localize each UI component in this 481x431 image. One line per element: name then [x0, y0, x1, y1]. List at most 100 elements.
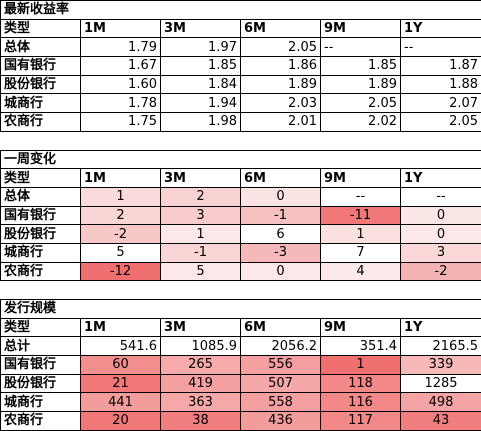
value-cell: 5 — [81, 243, 161, 262]
value-cell: 1.94 — [161, 94, 241, 113]
value-cell: 436 — [241, 412, 321, 431]
value-cell: 3 — [401, 243, 481, 262]
value-cell: 1.85 — [321, 57, 401, 76]
row-label: 总体 — [1, 187, 81, 206]
value-cell: 1.79 — [81, 38, 161, 57]
value-cell: 541.6 — [81, 337, 161, 356]
row-label: 总计 — [1, 337, 81, 356]
value-cell: 1.87 — [401, 57, 481, 76]
column-header: 3M — [161, 169, 241, 188]
column-header: 1Y — [401, 19, 481, 38]
column-header: 1M — [81, 169, 161, 188]
value-cell: 2.03 — [241, 94, 321, 113]
value-cell: -- — [401, 187, 481, 206]
blank-row — [1, 131, 481, 150]
column-header: 1M — [81, 318, 161, 337]
value-cell: 363 — [161, 393, 241, 412]
value-cell: 5 — [161, 262, 241, 281]
row-label: 农商行 — [1, 412, 81, 431]
value-cell: 558 — [241, 393, 321, 412]
value-cell: 2165.5 — [401, 337, 481, 356]
row-label: 国有银行 — [1, 57, 81, 76]
row-label: 城商行 — [1, 243, 81, 262]
value-cell: 265 — [161, 356, 241, 375]
value-cell: 0 — [401, 225, 481, 244]
value-cell: 4 — [321, 262, 401, 281]
value-cell: 1.86 — [241, 57, 321, 76]
value-cell: 2.01 — [241, 113, 321, 132]
value-cell: -- — [321, 38, 401, 57]
row-label: 股份银行 — [1, 374, 81, 393]
value-cell: 2056.2 — [241, 337, 321, 356]
value-cell: 2.07 — [401, 94, 481, 113]
value-cell: 20 — [81, 412, 161, 431]
value-cell: 7 — [321, 243, 401, 262]
value-cell: 117 — [321, 412, 401, 431]
value-cell: 1085.9 — [161, 337, 241, 356]
value-cell: 1285 — [401, 374, 481, 393]
row-label: 城商行 — [1, 94, 81, 113]
value-cell: -2 — [81, 225, 161, 244]
value-cell: 1.75 — [81, 113, 161, 132]
value-cell: 351.4 — [321, 337, 401, 356]
value-cell: 1.89 — [321, 75, 401, 94]
column-header: 9M — [321, 169, 401, 188]
column-header: 9M — [321, 318, 401, 337]
value-cell: 1.84 — [161, 75, 241, 94]
value-cell: 556 — [241, 356, 321, 375]
value-cell: 60 — [81, 356, 161, 375]
section-title-row: 发行规模 — [1, 300, 481, 319]
value-cell: 3 — [161, 206, 241, 225]
value-cell: 38 — [161, 412, 241, 431]
row-label: 城商行 — [1, 393, 81, 412]
section-title: 发行规模 — [1, 300, 481, 319]
blank-cell — [1, 281, 481, 300]
value-cell: 2 — [81, 206, 161, 225]
blank-cell — [1, 131, 481, 150]
value-cell: 1.89 — [241, 75, 321, 94]
column-header: 3M — [161, 318, 241, 337]
value-cell: -12 — [81, 262, 161, 281]
section-title-row: 一周变化 — [1, 150, 481, 169]
value-cell: 0 — [241, 187, 321, 206]
row-label: 国有银行 — [1, 206, 81, 225]
section-title: 一周变化 — [1, 150, 481, 169]
value-cell: 1.60 — [81, 75, 161, 94]
column-header: 6M — [241, 318, 321, 337]
value-cell: 1 — [81, 187, 161, 206]
column-header: 9M — [321, 19, 401, 38]
column-header: 6M — [241, 169, 321, 188]
value-cell: 1.88 — [401, 75, 481, 94]
column-header: 类型 — [1, 19, 81, 38]
column-header: 类型 — [1, 169, 81, 188]
section-title: 最新收益率 — [1, 1, 481, 20]
column-header: 6M — [241, 19, 321, 38]
column-header: 1Y — [401, 318, 481, 337]
value-cell: 419 — [161, 374, 241, 393]
value-cell: 118 — [321, 374, 401, 393]
row-label: 农商行 — [1, 113, 81, 132]
section-title-row: 最新收益率 — [1, 1, 481, 20]
value-cell: 1 — [321, 356, 401, 375]
value-cell: 1.78 — [81, 94, 161, 113]
value-cell: 1 — [321, 225, 401, 244]
value-cell: 2.05 — [401, 113, 481, 132]
value-cell: 1.85 — [161, 57, 241, 76]
column-header: 1M — [81, 19, 161, 38]
value-cell: -2 — [401, 262, 481, 281]
